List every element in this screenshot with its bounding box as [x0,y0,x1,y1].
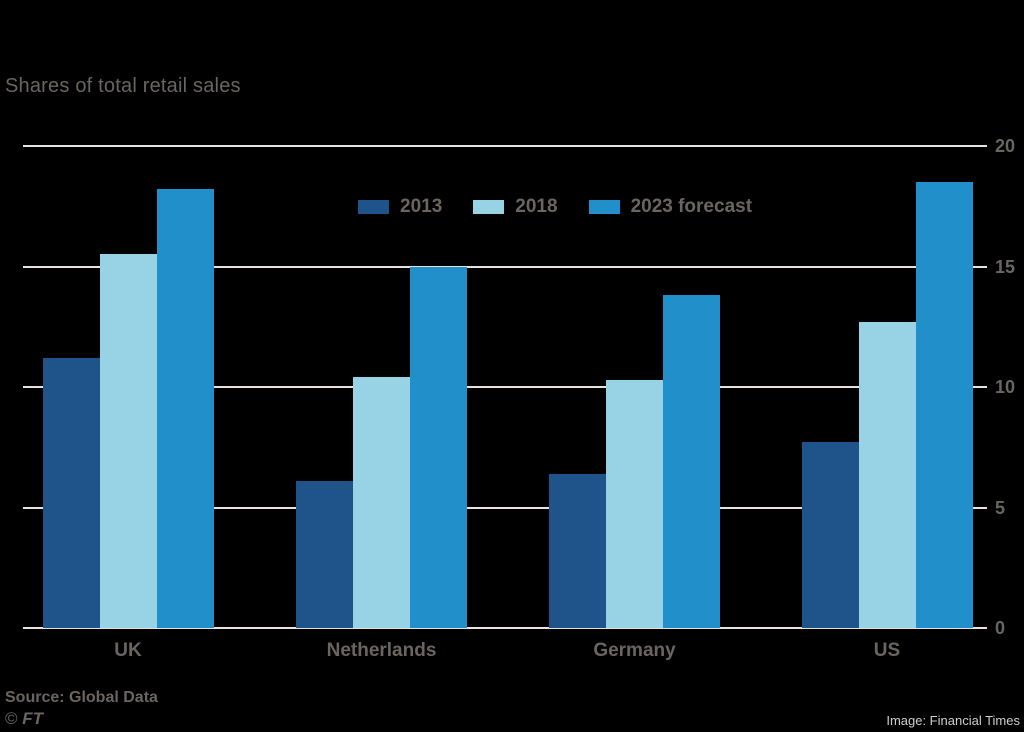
bar-germany-2013 [549,473,606,628]
gridline-10 [23,386,987,388]
bar-germany-2023-forecast [663,295,720,628]
y-tick-label-0: 0 [995,618,1006,638]
category-label-germany: Germany [593,640,676,661]
source-note: Source: Global Data [5,689,158,706]
bar-us-2013 [801,442,859,628]
legend-label: 2023 forecast [630,196,753,217]
gridline-0 [23,627,987,629]
category-label-us: US [873,640,901,661]
legend-label: 2018 [515,196,558,217]
bar-germany-2018 [606,379,663,628]
ft-logo-text: FT [22,709,44,728]
legend-label: 2013 [400,196,443,217]
image-credit: Image: Financial Times [886,713,1020,728]
bar-uk-2018 [99,254,157,628]
bar-us-2018 [858,321,916,628]
legend: 2013 2018 2023 forecast [358,196,752,218]
gridline-20 [23,145,987,147]
y-tick-label-20: 20 [995,136,1016,156]
copyright-icon: © [5,709,18,728]
bar-netherlands-2018 [353,377,410,628]
bar-uk-2013 [42,358,100,628]
bar-uk-2023-forecast [156,189,214,628]
bar-us-2023-forecast [915,182,973,628]
y-tick-label-10: 10 [995,377,1016,397]
legend-swatch-icon [358,200,389,214]
chart-title: Shares of total retail sales [5,75,241,97]
bar-netherlands-2013 [296,481,353,628]
legend-swatch-icon [473,200,505,214]
y-tick-label-15: 15 [995,256,1016,277]
gridline-5 [23,506,987,509]
bar-netherlands-2023-forecast [410,266,467,628]
legend-swatch-icon [588,200,620,214]
category-label-netherlands: Netherlands [326,640,437,661]
legend-item-2023-forecast: 2023 forecast [588,196,753,218]
legend-item-2018: 2018 [473,196,558,218]
legend-item-2013: 2013 [358,196,442,218]
gridline-15 [23,265,987,268]
plot-area: 2013 2018 2023 forecast [23,145,987,629]
y-tick-label-5: 5 [995,497,1006,518]
ft-copyright: © FT [5,709,43,729]
category-label-uk: UK [114,640,142,661]
